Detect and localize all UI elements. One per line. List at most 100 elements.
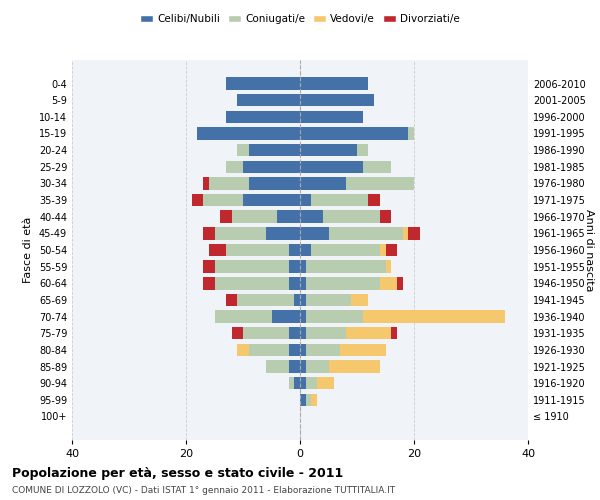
Bar [306,377,317,390]
Bar [300,377,306,390]
Text: COMUNE DI LOZZOLO (VC) - Dati ISTAT 1° gennaio 2011 - Elaborazione TUTTITALIA.IT: COMUNE DI LOZZOLO (VC) - Dati ISTAT 1° g… [12,486,395,495]
Bar [380,210,391,223]
Bar [238,144,249,156]
Bar [215,310,271,323]
Y-axis label: Anni di nascita: Anni di nascita [584,209,594,291]
Bar [323,210,380,223]
Bar [300,227,329,239]
Bar [329,360,380,373]
Bar [295,294,300,306]
Bar [311,194,368,206]
Bar [243,327,289,340]
Bar [300,177,346,190]
Bar [220,210,232,223]
Bar [306,344,340,356]
Bar [300,94,374,106]
Bar [226,78,300,90]
Bar [306,360,329,373]
Bar [306,294,352,306]
Bar [368,194,380,206]
Bar [306,310,362,323]
Bar [238,294,295,306]
Bar [306,394,311,406]
Bar [300,394,306,406]
Bar [409,127,414,140]
Bar [289,327,300,340]
Bar [215,277,289,289]
Bar [238,94,300,106]
Bar [289,377,295,390]
Bar [266,227,300,239]
Bar [300,110,362,123]
Bar [300,160,362,173]
Bar [317,377,334,390]
Bar [226,110,300,123]
Bar [346,177,414,190]
Bar [397,277,403,289]
Bar [203,194,243,206]
Bar [380,244,386,256]
Bar [300,277,306,289]
Bar [277,210,300,223]
Bar [352,294,368,306]
Bar [306,327,346,340]
Bar [300,144,357,156]
Bar [192,194,203,206]
Bar [300,127,409,140]
Bar [362,310,505,323]
Bar [306,260,386,273]
Bar [203,277,215,289]
Bar [300,194,311,206]
Bar [289,244,300,256]
Bar [340,344,386,356]
Bar [249,144,300,156]
Bar [226,294,238,306]
Bar [300,360,306,373]
Bar [226,160,243,173]
Text: Popolazione per età, sesso e stato civile - 2011: Popolazione per età, sesso e stato civil… [12,468,343,480]
Bar [386,260,391,273]
Bar [391,327,397,340]
Bar [380,277,397,289]
Bar [357,144,368,156]
Bar [243,160,300,173]
Bar [249,344,289,356]
Bar [329,227,403,239]
Bar [249,177,300,190]
Bar [409,227,420,239]
Bar [243,194,300,206]
Bar [295,377,300,390]
Bar [271,310,300,323]
Bar [203,260,215,273]
Bar [300,260,306,273]
Bar [209,244,226,256]
Bar [215,227,266,239]
Bar [300,244,311,256]
Bar [232,327,243,340]
Bar [300,310,306,323]
Bar [289,344,300,356]
Legend: Celibi/Nubili, Coniugati/e, Vedovi/e, Divorziati/e: Celibi/Nubili, Coniugati/e, Vedovi/e, Di… [136,10,464,29]
Bar [203,227,215,239]
Bar [203,177,209,190]
Bar [346,327,391,340]
Bar [289,360,300,373]
Bar [300,344,306,356]
Bar [209,177,249,190]
Bar [266,360,289,373]
Bar [300,327,306,340]
Bar [226,244,289,256]
Bar [403,227,409,239]
Bar [238,344,249,356]
Bar [386,244,397,256]
Bar [300,210,323,223]
Bar [289,260,300,273]
Bar [362,160,391,173]
Bar [215,260,289,273]
Bar [300,294,306,306]
Bar [289,277,300,289]
Bar [311,244,380,256]
Bar [311,394,317,406]
Bar [197,127,300,140]
Bar [300,78,368,90]
